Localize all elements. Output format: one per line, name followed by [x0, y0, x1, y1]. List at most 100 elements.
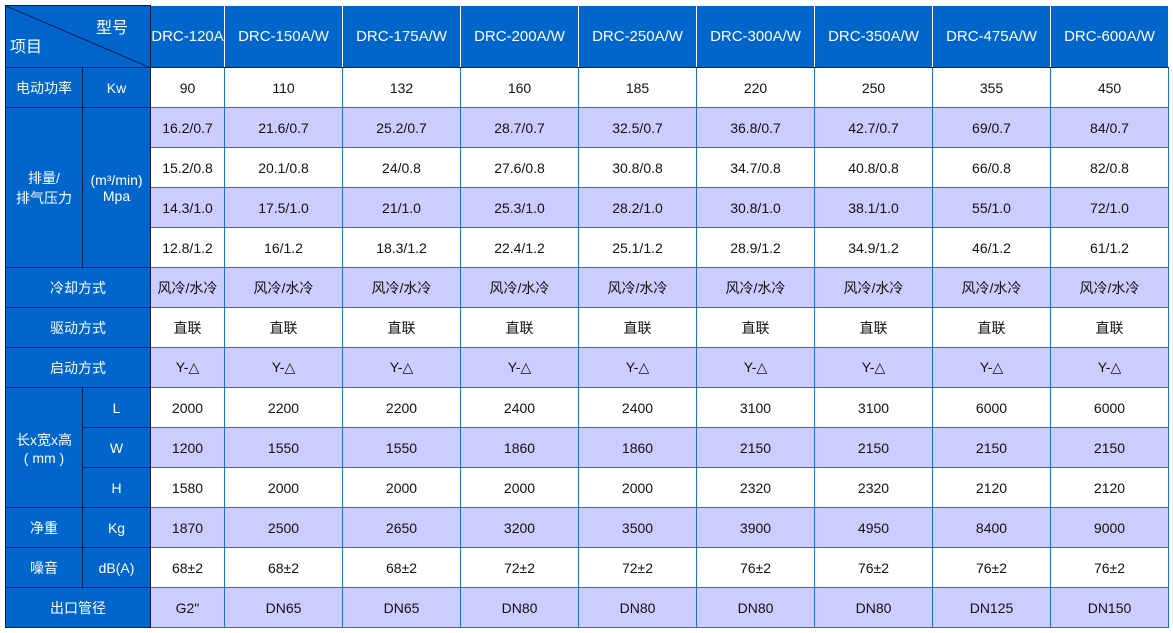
- unit-label: dB(A): [82, 547, 151, 588]
- value-cell: 风冷/水冷: [224, 267, 343, 308]
- value-cell: 76±2: [932, 547, 1051, 588]
- value-cell: 25.2/0.7: [342, 107, 461, 148]
- item-label: 项目: [10, 39, 43, 56]
- value-cell: 76±2: [814, 547, 933, 588]
- value-cell: 风冷/水冷: [1050, 267, 1169, 308]
- value-cell: 直联: [150, 307, 225, 348]
- unit-label: (m³/min) Mpa: [82, 107, 151, 268]
- row-label: 出口管径: [5, 587, 151, 628]
- value-cell: 3100: [814, 387, 933, 428]
- value-cell: 110: [224, 67, 343, 108]
- value-cell: 68±2: [224, 547, 343, 588]
- table-row: 排量/ 排气压力 (m³/min) Mpa 16.2/0.7 21.6/0.7 25.2…: [5, 107, 1169, 268]
- value-cell: 160: [460, 67, 579, 108]
- value-cell: 2150: [932, 427, 1051, 468]
- value-cell: 风冷/水冷: [150, 267, 225, 308]
- unit-label: W: [82, 427, 151, 468]
- value-cell: 直联: [1050, 307, 1169, 348]
- value-cell: Y-△: [1050, 347, 1169, 388]
- value-cell: 2320: [696, 467, 815, 508]
- value-cell: DN65: [342, 587, 461, 628]
- value-cell: DN80: [460, 587, 579, 628]
- unit-label: Kw: [82, 67, 151, 108]
- value-cell: 40.8/0.8: [814, 147, 933, 188]
- table-row: 电动功率 Kw 90 110 132 160 185 220 250 355 450: [5, 67, 1169, 108]
- value-cell: 1860: [578, 427, 697, 468]
- value-cell: 12.8/1.2: [150, 227, 225, 268]
- value-cell: 4950: [814, 507, 933, 548]
- value-cell: 25.1/1.2: [578, 227, 697, 268]
- unit-label: H: [82, 467, 151, 508]
- value-cell: 2000: [342, 467, 461, 508]
- unit-label: L: [82, 387, 151, 428]
- unit-label: Kg: [82, 507, 151, 548]
- model-header: DRC-175A/W: [342, 5, 461, 68]
- value-cell: Y-△: [342, 347, 461, 388]
- value-cell: 16.2/0.7: [150, 107, 225, 148]
- value-cell: 6000: [1050, 387, 1169, 428]
- value-cell: 风冷/水冷: [814, 267, 933, 308]
- value-cell: 直联: [814, 307, 933, 348]
- row-label: 冷却方式: [5, 267, 151, 308]
- value-cell: 28.7/0.7: [460, 107, 579, 148]
- model-header: DRC-600A/W: [1050, 5, 1169, 68]
- value-cell: 2400: [578, 387, 697, 428]
- value-cell: Y-△: [814, 347, 933, 388]
- value-cell: 14.3/1.0: [150, 187, 225, 228]
- value-cell: 1200: [150, 427, 225, 468]
- value-cell: 69/0.7: [932, 107, 1051, 148]
- table-row: 噪音 dB(A) 68±2 68±2 68±2 72±2 72±2 76±2 76±2 76±2 7…: [5, 547, 1169, 588]
- row-label: 排量/ 排气压力: [5, 107, 83, 268]
- value-cell: 76±2: [696, 547, 815, 588]
- value-cell: 2200: [342, 387, 461, 428]
- model-header: DRC-475A/W: [932, 5, 1051, 68]
- value-cell: 61/1.2: [1050, 227, 1169, 268]
- value-cell: Y-△: [460, 347, 579, 388]
- value-cell: 72±2: [460, 547, 579, 588]
- value-cell: 直联: [696, 307, 815, 348]
- value-cell: 36.8/0.7: [696, 107, 815, 148]
- value-cell: 2320: [814, 467, 933, 508]
- value-cell: 2150: [814, 427, 933, 468]
- value-cell: 3500: [578, 507, 697, 548]
- corner-cell: 型号 项目: [5, 5, 151, 68]
- table-row: 净重 Kg 1870 2500 2650 3200 3500 3900 4950 8400 9000: [5, 507, 1169, 548]
- value-cell: 直联: [224, 307, 343, 348]
- table-row: 12.8/1.2 16/1.2 18.3/1.2 22.4/1.2 25.1/1.2 28…: [6, 227, 1169, 268]
- row-label: 电动功率: [5, 67, 83, 108]
- value-cell: 84/0.7: [1050, 107, 1169, 148]
- table-row: 出口管径 G2" DN65 DN65 DN80 DN80 DN80 DN80 DN125 DN15…: [5, 587, 1169, 628]
- value-cell: 风冷/水冷: [932, 267, 1051, 308]
- value-cell: 6000: [932, 387, 1051, 428]
- value-cell: 34.9/1.2: [814, 227, 933, 268]
- value-cell: 72±2: [578, 547, 697, 588]
- value-cell: 68±2: [150, 547, 225, 588]
- value-cell: 2000: [578, 467, 697, 508]
- value-cell: 18.3/1.2: [342, 227, 461, 268]
- table-row: 14.3/1.0 17.5/1.0 21/1.0 25.3/1.0 28.2/1.0 30…: [6, 187, 1169, 228]
- value-cell: 2500: [224, 507, 343, 548]
- value-cell: 450: [1050, 67, 1169, 108]
- value-cell: 2000: [150, 387, 225, 428]
- model-header: DRC-250A/W: [578, 5, 697, 68]
- model-header: DRC-150A/W: [224, 5, 343, 68]
- value-cell: 355: [932, 67, 1051, 108]
- value-cell: 46/1.2: [932, 227, 1051, 268]
- row-label: 噪音: [5, 547, 83, 588]
- model-header: DRC-300A/W: [696, 5, 815, 68]
- value-cell: DN80: [578, 587, 697, 628]
- value-cell: 2150: [696, 427, 815, 468]
- header-row: 型号 项目 DRC-120A DRC-150A/W DRC-175A/W DRC-20…: [5, 5, 1169, 68]
- value-cell: 1550: [224, 427, 343, 468]
- table-row: 长x宽x高 ( mm ) L 2000 2200 2200 2400 2400 3100 310…: [5, 387, 1169, 508]
- value-cell: G2": [150, 587, 225, 628]
- value-cell: 9000: [1050, 507, 1169, 548]
- value-cell: 直联: [932, 307, 1051, 348]
- value-cell: Y-△: [224, 347, 343, 388]
- value-cell: 风冷/水冷: [342, 267, 461, 308]
- value-cell: 27.6/0.8: [460, 147, 579, 188]
- value-cell: 82/0.8: [1050, 147, 1169, 188]
- model-label: 型号: [95, 20, 128, 37]
- table-row: 启动方式 Y-△ Y-△ Y-△ Y-△ Y-△ Y-△ Y-△ Y-△ Y-△: [5, 347, 1169, 388]
- value-cell: 风冷/水冷: [696, 267, 815, 308]
